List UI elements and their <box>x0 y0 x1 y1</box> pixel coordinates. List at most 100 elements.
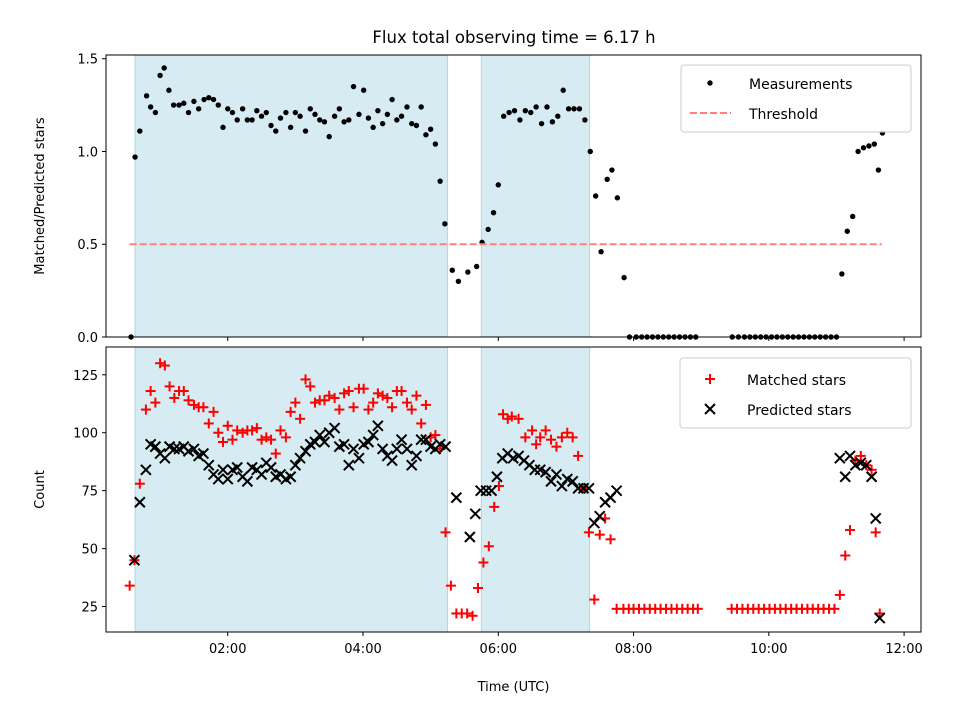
measurement-point <box>571 106 577 112</box>
measurement-point <box>875 167 882 173</box>
matched-star-point <box>513 413 524 424</box>
y-tick-label: 125 <box>73 369 98 384</box>
matched-star-point <box>134 478 145 489</box>
measurement-point <box>365 115 372 121</box>
matched-star-point <box>445 580 456 591</box>
measurement-point <box>336 106 343 112</box>
measurement-point <box>220 124 226 131</box>
cross-stroke-b <box>860 459 872 471</box>
predicted-star-point <box>469 508 481 520</box>
legend-label-matched: Matched stars <box>747 373 846 389</box>
cross-stroke-b <box>309 436 321 448</box>
predicted-star-point <box>391 443 403 455</box>
matched-star-point <box>140 404 151 415</box>
measurement-point <box>465 269 471 275</box>
matched-star-point <box>159 360 170 371</box>
matched-star-point <box>583 527 594 538</box>
predicted-star-point <box>420 433 432 446</box>
cross-stroke-b <box>144 438 157 451</box>
measurement-point <box>137 128 143 134</box>
matched-star-point <box>870 527 881 538</box>
matched-star-point <box>222 420 233 431</box>
predicted-star-point <box>545 475 557 488</box>
y-axis-ticks: 0.0 0.5 1.0 1.5 <box>77 53 106 346</box>
measurement-point <box>389 96 395 103</box>
measurement-point <box>565 106 572 112</box>
predicted-star-point <box>231 461 243 474</box>
measurement-point <box>143 93 150 99</box>
cross-stroke-b <box>865 471 878 483</box>
measurement-point <box>229 109 236 116</box>
x-tick-label: 12:00 <box>885 642 922 657</box>
matched-star-point <box>300 374 311 385</box>
x-tick-label: 08:00 <box>615 642 652 657</box>
matched-star-point <box>266 434 277 445</box>
predicted-star-point <box>376 443 389 455</box>
measurement-point <box>449 267 455 273</box>
predicted-star-point <box>583 482 595 495</box>
measurement-point <box>157 72 163 79</box>
matched-star-point <box>348 402 359 413</box>
predicted-star-point <box>188 443 200 455</box>
matched-star-point <box>178 386 189 397</box>
predicted-star-point <box>318 436 331 448</box>
measurement-point <box>522 107 529 114</box>
cross-stroke-b <box>314 429 326 441</box>
matched-star-point <box>368 397 379 408</box>
cross-stroke-b <box>424 440 437 453</box>
night-shade-region <box>480 346 591 633</box>
measurement-point <box>239 106 246 112</box>
measurement-point <box>268 122 274 129</box>
cross-stroke-b <box>415 433 427 446</box>
measurement-point <box>161 65 167 71</box>
measurement-point <box>423 132 429 138</box>
y-axis-label: Matched/Predicted stars <box>33 117 48 275</box>
cross-stroke-b <box>502 447 514 460</box>
measurement-point <box>582 117 588 123</box>
legend-label-predicted: Predicted stars <box>747 403 852 419</box>
predicted-star-point <box>450 491 463 504</box>
measurement-point <box>398 113 405 119</box>
measurement-point <box>587 148 593 155</box>
legend-predicted-marker <box>704 403 716 415</box>
measurement-point <box>341 119 347 125</box>
measurement-point <box>166 87 172 93</box>
matched-star-point <box>855 450 866 461</box>
cross-stroke-b <box>410 450 423 462</box>
predicted-star-point <box>265 461 277 474</box>
measurement-point <box>495 182 501 188</box>
matched-star-point <box>420 399 431 410</box>
predicted-star-point <box>415 433 427 446</box>
measurement-point <box>302 128 309 134</box>
matched-star-point <box>406 404 417 415</box>
matched-star-point <box>164 381 175 392</box>
cross-stroke-b <box>485 484 498 497</box>
cross-stroke-b <box>556 480 568 492</box>
predicted-star-point <box>539 466 552 478</box>
night-shade-region <box>480 54 591 338</box>
measurement-point <box>346 117 352 123</box>
cross-stroke-b <box>539 466 552 478</box>
ratio-panel: 0.0 0.5 1.0 1.5 Matched/Predicted stars Mea… <box>33 53 922 346</box>
measurement-point <box>234 117 240 123</box>
cross-stroke-b <box>610 484 623 497</box>
measurement-point <box>437 178 443 184</box>
matched-star-point <box>305 381 316 392</box>
cross-stroke-b <box>594 510 606 522</box>
matched-star-point <box>280 432 291 443</box>
cross-stroke-b <box>241 475 254 488</box>
measurement-point <box>185 109 192 116</box>
matched-star-point <box>462 608 473 619</box>
matched-star-point <box>256 434 267 445</box>
predicted-star-point <box>241 475 254 488</box>
predicted-star-point <box>386 454 398 467</box>
predicted-star-point <box>338 438 350 451</box>
measurement-point <box>191 98 197 105</box>
plot-frame <box>105 346 922 633</box>
night-shade-regions <box>134 54 591 338</box>
cross-stroke-b <box>376 443 389 455</box>
cross-stroke-b <box>844 450 856 462</box>
matched-star-point <box>377 390 388 401</box>
matched-star-point <box>692 603 703 614</box>
predicted-star-point <box>395 433 408 446</box>
